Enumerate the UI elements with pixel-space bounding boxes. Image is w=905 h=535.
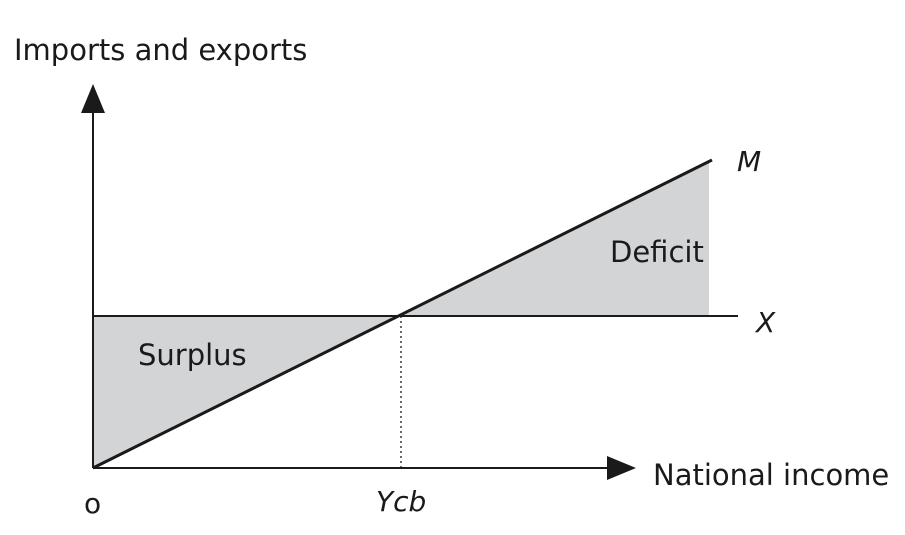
- x-axis-arrowhead: [607, 456, 636, 480]
- y-axis-title: Imports and exports: [14, 33, 307, 67]
- equilibrium-label: Ycb: [376, 485, 426, 518]
- surplus-label: Surplus: [138, 338, 247, 372]
- x-axis-title: National income: [653, 458, 889, 492]
- import-line: [92, 158, 713, 470]
- import-line-label: M: [737, 145, 761, 178]
- export-line-label: X: [754, 306, 776, 339]
- y-axis-arrowhead: [81, 84, 105, 113]
- deficit-label: Deficit: [610, 235, 704, 269]
- origin-label: o: [84, 487, 101, 520]
